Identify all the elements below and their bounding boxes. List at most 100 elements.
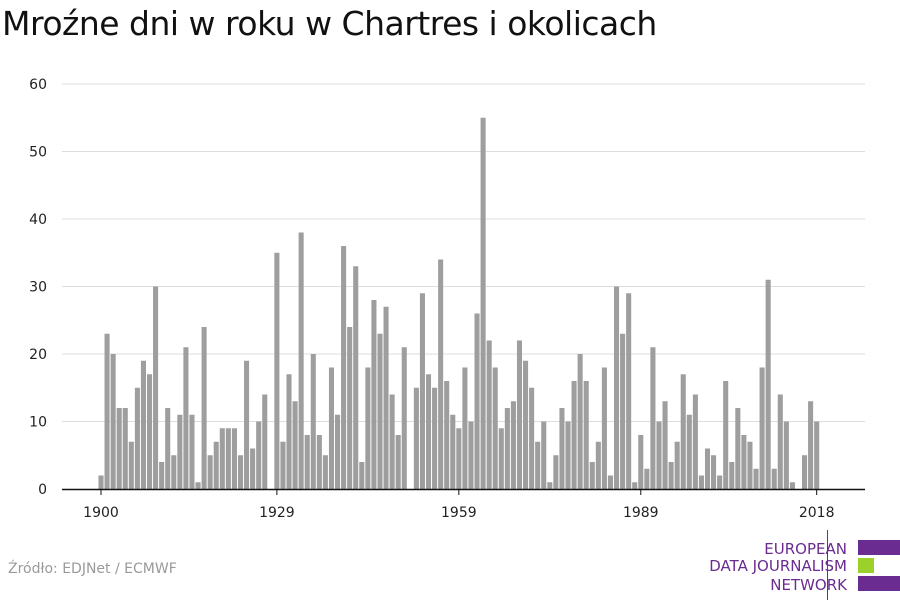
bar: [213, 441, 219, 489]
bar: [341, 246, 347, 489]
bar: [322, 455, 328, 489]
bar: [468, 421, 474, 489]
bar: [177, 414, 183, 489]
bar: [814, 421, 820, 489]
bar: [262, 394, 268, 489]
bar: [292, 401, 298, 489]
bar: [462, 367, 468, 489]
bar: [698, 475, 704, 489]
bar: [529, 387, 535, 489]
bar: [274, 252, 280, 489]
bar: [146, 374, 153, 489]
x-tick-label: 1989: [623, 505, 659, 521]
bar: [753, 468, 759, 489]
bar: [601, 367, 607, 489]
bar: [165, 408, 171, 489]
logo-line-network: NETWORK: [770, 576, 847, 594]
bar: [419, 293, 425, 489]
bar: [207, 455, 213, 489]
bar: [583, 381, 589, 489]
bar: [256, 421, 262, 489]
bar: [134, 387, 140, 489]
bar: [777, 394, 783, 489]
bar: [686, 414, 692, 489]
bar: [98, 475, 104, 489]
bar: [201, 327, 207, 489]
bar: [286, 374, 292, 489]
bar: [656, 421, 662, 489]
bar: [444, 381, 450, 489]
logo-bar-green: [858, 558, 874, 573]
bar: [541, 421, 547, 489]
chart-title: Mroźne dni w roku w Chartres i okolicach: [2, 4, 657, 43]
bar: [153, 286, 159, 489]
bar: [171, 455, 177, 489]
bar: [783, 421, 789, 489]
bar: [504, 408, 510, 489]
bar: [347, 327, 353, 489]
source-note: Źródło: EDJNet / ECMWF: [8, 561, 177, 577]
bar: [577, 354, 583, 489]
bar: [480, 117, 486, 489]
bar: [644, 468, 650, 489]
bar: [219, 428, 225, 489]
y-axis-tick-labels: 0 10 20 30 40 50 60: [29, 77, 47, 498]
bar: [401, 347, 407, 489]
edjnet-logo: EUROPEAN DATA JOURNALISM NETWORK: [690, 530, 900, 600]
bar: [486, 340, 492, 489]
bar: [104, 333, 110, 489]
bar: [383, 306, 389, 489]
x-tick-label: 1900: [83, 505, 119, 521]
bar: [747, 441, 753, 489]
bar: [516, 340, 523, 489]
bar: [189, 414, 195, 489]
bar: [359, 462, 365, 489]
logo-bar-purple-top: [858, 540, 900, 555]
bar: [432, 387, 438, 489]
bar: [553, 455, 559, 489]
bar: [595, 441, 601, 489]
bar: [237, 455, 244, 489]
bar: [140, 360, 146, 489]
logo-bar-purple-bottom: [858, 576, 900, 591]
logo-line-data-journalism: DATA JOURNALISM: [709, 557, 847, 575]
bar: [571, 381, 577, 489]
bar: [128, 441, 134, 489]
bar: [674, 441, 680, 489]
y-tick-label: 0: [38, 482, 47, 498]
logo-line-european: EUROPEAN: [764, 540, 847, 558]
bar: [316, 435, 322, 489]
bar: [638, 435, 644, 489]
bar: [559, 408, 565, 489]
bar: [741, 435, 747, 489]
bar: [116, 408, 122, 489]
bar: [353, 266, 359, 489]
y-tick-label: 20: [29, 347, 47, 363]
bar: [122, 408, 128, 489]
bar: [395, 435, 401, 489]
bar: [729, 462, 735, 489]
bar: [632, 482, 638, 489]
grid-lines: [62, 83, 865, 422]
bar: [717, 475, 723, 489]
bar: [680, 374, 686, 489]
bar: [304, 435, 310, 489]
bar: [183, 347, 189, 489]
bar: [607, 475, 613, 489]
bar: [474, 313, 480, 489]
bar: [650, 347, 656, 489]
bar: [389, 394, 395, 489]
bar: [250, 448, 256, 489]
bar: [244, 360, 250, 489]
y-tick-label: 60: [29, 77, 47, 93]
bar: [231, 428, 237, 489]
bar: [565, 421, 571, 489]
bar: [225, 428, 231, 489]
x-tick-label: 2018: [799, 505, 835, 521]
bar: [759, 367, 765, 489]
bar: [704, 448, 711, 489]
bar: [523, 360, 529, 489]
bar: [159, 462, 165, 489]
y-tick-label: 10: [29, 415, 47, 431]
